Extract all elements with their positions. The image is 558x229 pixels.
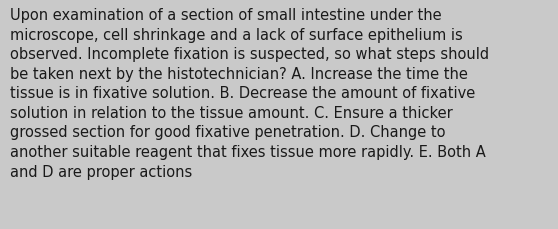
Text: Upon examination of a section of small intestine under the
microscope, cell shri: Upon examination of a section of small i… xyxy=(10,8,489,179)
